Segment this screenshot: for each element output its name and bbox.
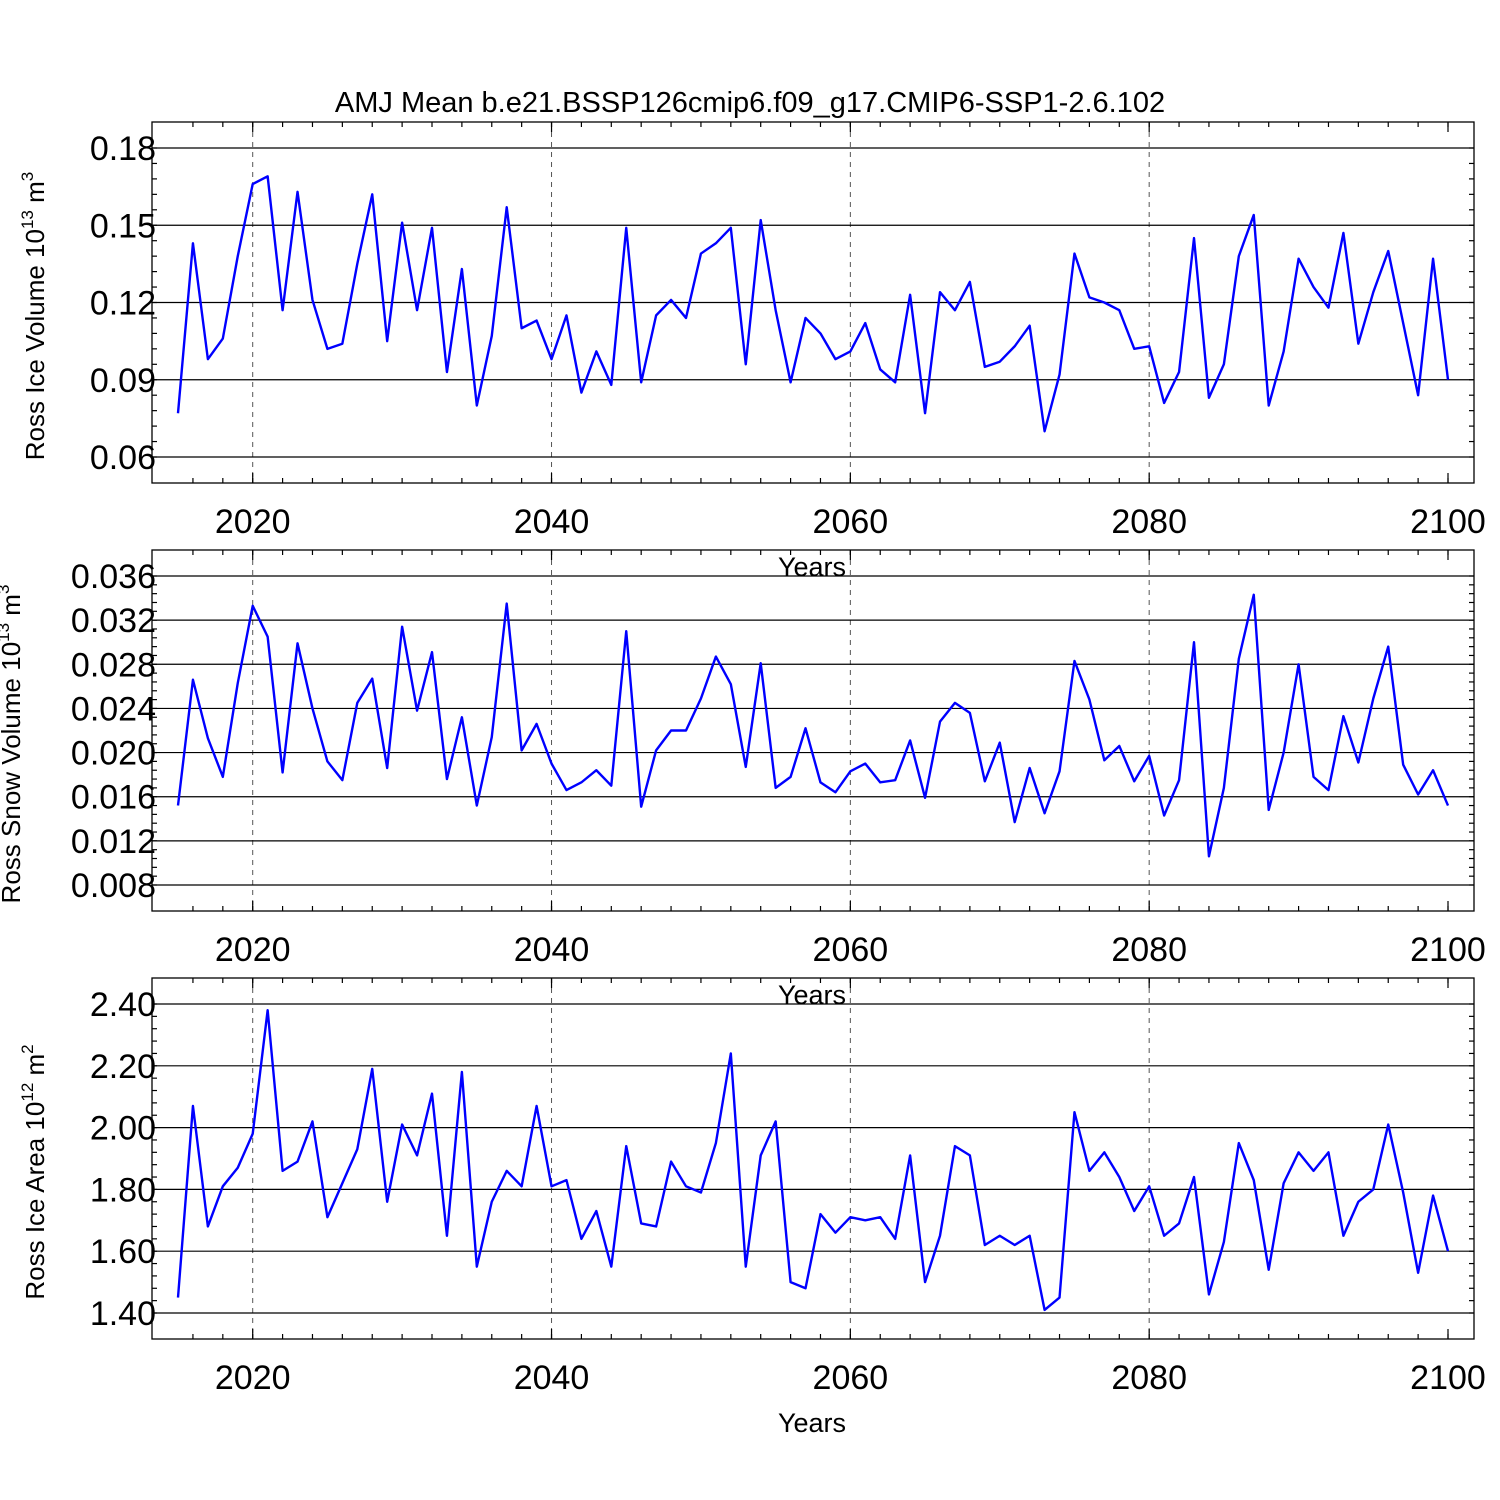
y-tick-label: 0.06 (90, 439, 156, 477)
x-tick-label: 2080 (1111, 931, 1187, 969)
x-tick-label: 2080 (1111, 1359, 1187, 1397)
x-tick-label: 2060 (813, 1359, 889, 1397)
x-axis-label: Years (778, 552, 846, 582)
y-tick-label: 1.80 (90, 1171, 156, 1209)
panel-ice-area: Ross Ice Area 1012 m2 Years 1.40 1.60 1.80… (18, 977, 1486, 1438)
x-tick-label: 2020 (215, 1359, 291, 1397)
y-tick-label: 0.020 (71, 735, 156, 773)
x-tick-label: 2040 (514, 503, 590, 541)
x-tick-label: 2060 (813, 503, 889, 541)
x-tick-label: 2100 (1410, 931, 1486, 969)
y-tick-label: 0.024 (71, 690, 156, 728)
x-tick-label: 2100 (1410, 503, 1486, 541)
panel-snow-volume: Ross Snow Volume 1013 m3 Years 0.008 0.01… (0, 549, 1486, 1010)
y-tick-label: 2.40 (90, 986, 156, 1024)
series-line (176, 1008, 1450, 1312)
y-tick-label: 1.60 (90, 1233, 156, 1271)
x-tick-label: 2100 (1410, 1359, 1486, 1397)
plot-frame (151, 977, 1475, 1340)
x-axis-label: Years (778, 1408, 846, 1438)
x-tick-label: 2040 (514, 931, 590, 969)
series-line (176, 593, 1450, 858)
figure-title: AMJ Mean b.e21.BSSP126cmip6.f09_g17.CMIP… (335, 87, 1165, 119)
y-tick-label: 0.15 (90, 207, 156, 245)
y-tick-label: 2.20 (90, 1048, 156, 1086)
x-axis-label: Years (778, 980, 846, 1010)
y-tick-label: 0.036 (71, 558, 156, 596)
y-axis-label: Ross Snow Volume 1013 m3 (0, 585, 26, 904)
x-tick-label: 2040 (514, 1359, 590, 1397)
x-tick-label: 2020 (215, 503, 291, 541)
y-axis-label: Ross Ice Volume 1013 m3 (18, 172, 50, 461)
y-tick-label: 0.028 (71, 646, 156, 684)
y-tick-label: 2.00 (90, 1110, 156, 1148)
y-tick-label: 0.012 (71, 823, 156, 861)
y-tick-label: 0.016 (71, 779, 156, 817)
y-tick-label: 0.12 (90, 285, 156, 323)
y-tick-label: 1.40 (90, 1295, 156, 1333)
y-tick-label: 0.032 (71, 602, 156, 640)
y-axis-label: Ross Ice Area 1012 m2 (18, 1044, 50, 1299)
x-tick-label: 2020 (215, 931, 291, 969)
y-tick-label: 0.18 (90, 130, 156, 168)
plot-frame (151, 549, 1475, 912)
x-tick-label: 2080 (1111, 503, 1187, 541)
panel-ice-volume: Ross Ice Volume 1013 m3 Years 0.06 0.09 0.… (18, 121, 1486, 582)
y-tick-label: 0.008 (71, 867, 156, 905)
series-line (176, 175, 1450, 433)
y-tick-label: 0.09 (90, 362, 156, 400)
x-tick-label: 2060 (813, 931, 889, 969)
